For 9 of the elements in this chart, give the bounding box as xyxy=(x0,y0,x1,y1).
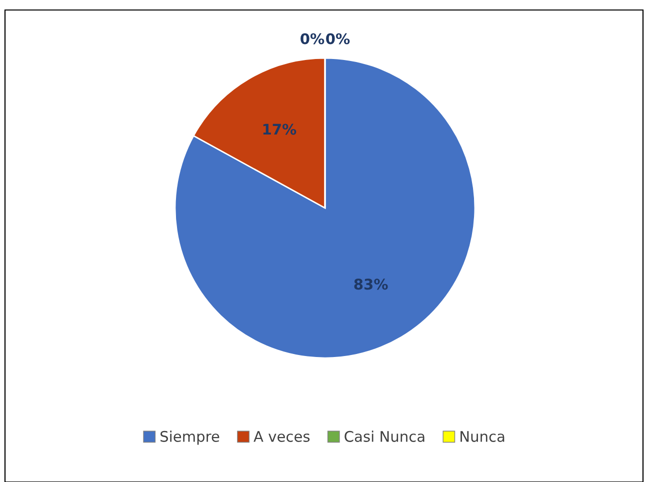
legend-label: Siempre xyxy=(160,430,220,445)
legend-label: Nunca xyxy=(460,431,504,442)
text: 0% xyxy=(326,33,350,44)
data-label: 17% xyxy=(263,124,296,135)
legend-label: Casi Nunca xyxy=(344,430,424,442)
text: 0% xyxy=(300,33,324,44)
data-label: 83% xyxy=(354,278,388,290)
legend-label: A veces xyxy=(254,431,310,442)
pie-slice xyxy=(174,57,476,359)
